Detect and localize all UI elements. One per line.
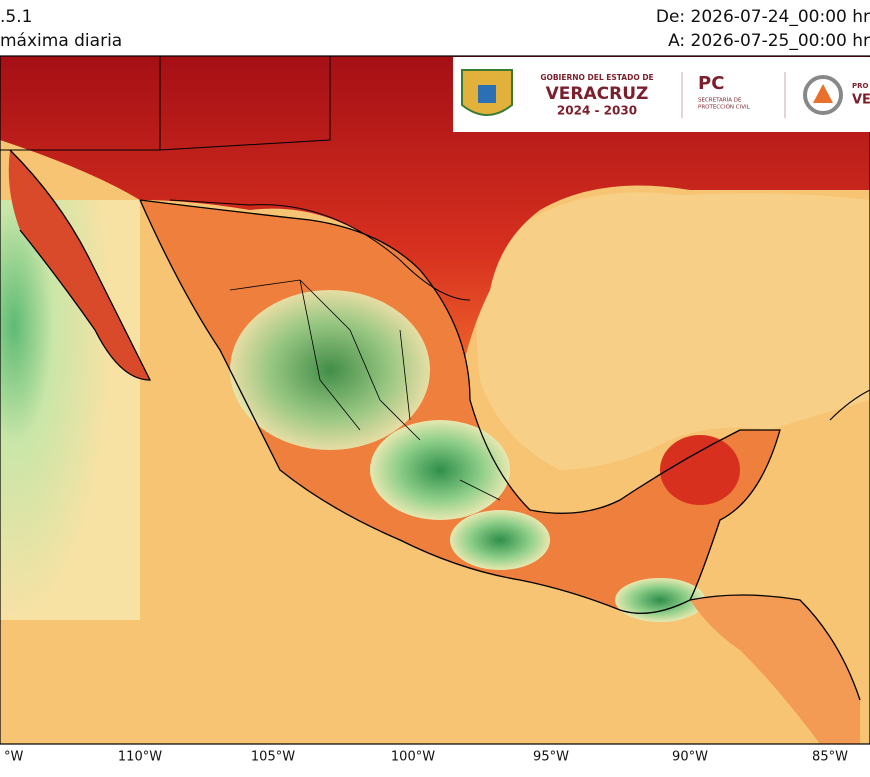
coastline [9,149,152,381]
logo-background [453,57,870,132]
pro-label: PRO [852,82,869,90]
pc-emblem-triangle [813,84,833,103]
gulf-of-mexico [476,192,870,470]
longitude-label: 100°W [391,750,435,765]
cuba-coast [829,389,870,421]
pc-logo: PC [698,73,724,94]
longitude-label: 105°W [251,750,295,765]
longitude-label: 110°W [118,750,162,765]
baja-california [8,150,150,380]
date-from: De: 2026-07-24_00:00 hr [656,7,870,27]
border-lines [0,56,471,301]
longitude-label: °W [4,750,24,765]
pc-sub: PROTECCIÓN CIVIL [698,104,751,111]
north-hot-area [0,56,870,380]
central-cool-area [230,290,430,450]
coastline [139,199,861,701]
model-label: .5.1 [0,7,32,27]
longitude-label: 95°W [533,750,569,765]
longitude-labels: °W 110°W 105°W 100°W 95°W 90°W 85°W [4,750,848,765]
map-frame [0,55,870,745]
gov-line: GOBIERNO DEL ESTADO DE [540,73,653,82]
variable-label: máxima diaria [0,31,122,51]
coastline [139,199,691,614]
shield-detail [478,85,496,103]
guatemala-cool-area [615,578,705,622]
state-borders [229,279,501,501]
term: 2024 - 2030 [557,104,637,118]
central-america [690,595,860,744]
map [0,55,870,745]
central-cool-area [370,420,510,520]
state-name: VERACRUZ [546,84,649,104]
longitude-label: 85°W [812,750,848,765]
yucatan-hot-area [660,435,740,505]
ve-label: VE [852,93,870,108]
oaxaca-cool-area [450,510,550,570]
logo-banner: GOBIERNO DEL ESTADO DE VERACRUZ 2024 - 2… [453,57,870,132]
pc-sub: SECRETARÍA DE [698,97,742,104]
longitude-label: 90°W [672,750,708,765]
date-to: A: 2026-07-25_00:00 hr [668,31,870,51]
